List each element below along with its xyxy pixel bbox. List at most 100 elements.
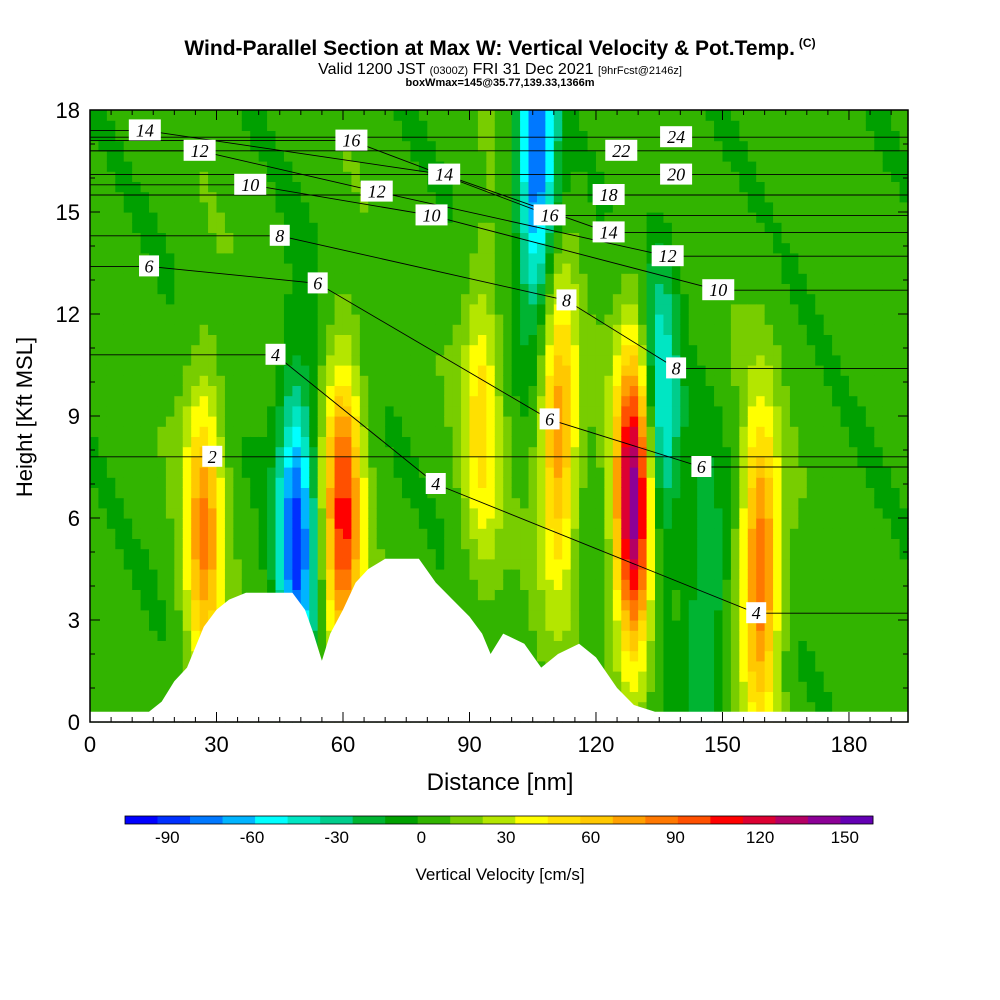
velocity-cell [520, 273, 530, 284]
velocity-cell [157, 140, 167, 152]
velocity-cell [461, 201, 471, 213]
velocity-cell [115, 671, 125, 682]
velocity-cell [595, 558, 606, 570]
velocity-cell [241, 120, 251, 131]
velocity-cell [612, 385, 622, 397]
velocity-cell [604, 620, 614, 631]
velocity-cell [300, 263, 310, 274]
velocity-cell [705, 416, 715, 427]
velocity-cell [461, 599, 471, 611]
velocity-cell [224, 314, 234, 325]
velocity-cell [612, 110, 622, 121]
velocity-cell [317, 650, 327, 662]
velocity-cell [646, 303, 656, 315]
velocity-cell [477, 171, 487, 182]
velocity-cell [452, 569, 462, 580]
velocity-cell [106, 589, 116, 601]
velocity-cell [528, 252, 538, 264]
velocity-cell [638, 487, 648, 499]
velocity-cell [756, 354, 766, 366]
velocity-cell [595, 161, 606, 172]
velocity-cell [781, 273, 791, 284]
velocity-cell [106, 518, 116, 529]
velocity-cell [629, 191, 639, 203]
velocity-cell [545, 273, 555, 284]
velocity-cell [747, 150, 757, 162]
velocity-cell [545, 324, 555, 335]
velocity-cell [326, 558, 336, 570]
velocity-cell [115, 589, 125, 601]
velocity-cell [317, 140, 327, 152]
velocity-cell [705, 161, 715, 172]
velocity-cell [132, 365, 142, 376]
velocity-cell [90, 416, 100, 427]
velocity-cell [199, 558, 209, 570]
velocity-cell [182, 630, 192, 641]
velocity-cell [342, 120, 353, 131]
velocity-cell [655, 579, 665, 590]
velocity-cell [461, 120, 471, 131]
velocity-cell [469, 456, 479, 468]
velocity-cell [562, 385, 572, 397]
velocity-cell [722, 344, 732, 356]
velocity-cell [326, 548, 336, 560]
velocity-cell [309, 130, 319, 142]
velocity-cell [562, 354, 572, 366]
velocity-cell [671, 650, 681, 662]
velocity-cell [781, 375, 791, 386]
velocity-cell [486, 365, 496, 376]
velocity-cell [267, 375, 277, 386]
velocity-cell [402, 538, 412, 550]
velocity-cell [157, 354, 167, 366]
velocity-cell [106, 334, 116, 346]
velocity-cell [697, 497, 707, 509]
velocity-cell [174, 181, 184, 193]
velocity-cell [317, 365, 327, 376]
velocity-cell [604, 161, 614, 172]
velocity-cell [275, 395, 285, 407]
velocity-cell [756, 528, 766, 539]
velocity-cell [123, 263, 133, 274]
velocity-cell [224, 201, 234, 213]
velocity-cell [570, 252, 580, 264]
velocity-cell [106, 273, 116, 284]
velocity-cell [452, 191, 462, 203]
velocity-cell [98, 691, 108, 703]
velocity-cell [241, 538, 251, 550]
velocity-cell [132, 650, 142, 662]
velocity-cell [334, 405, 344, 417]
velocity-cell [486, 201, 496, 213]
velocity-cell [739, 426, 749, 437]
velocity-cell [503, 283, 513, 295]
velocity-cell [629, 477, 639, 488]
velocity-cell [157, 416, 167, 427]
velocity-cell [595, 140, 606, 152]
velocity-cell [570, 314, 580, 325]
velocity-cell [115, 303, 125, 315]
velocity-cell [267, 191, 277, 203]
velocity-cell [90, 681, 100, 692]
velocity-cell [250, 497, 260, 509]
velocity-cell [368, 507, 378, 519]
velocity-cell [773, 120, 783, 131]
velocity-cell [123, 283, 133, 295]
velocity-cell [739, 548, 749, 560]
velocity-cell [123, 344, 133, 356]
velocity-cell [629, 660, 639, 672]
velocity-cell [655, 110, 665, 121]
velocity-cell [123, 252, 133, 264]
velocity-cell [553, 477, 563, 488]
velocity-cell [418, 426, 428, 437]
velocity-cell [511, 191, 521, 203]
velocity-cell [90, 344, 100, 356]
velocity-cell [393, 314, 403, 325]
velocity-cell [520, 140, 530, 152]
velocity-cell [595, 405, 606, 417]
velocity-cell [629, 609, 639, 621]
velocity-cell [182, 477, 192, 488]
velocity-cell [317, 579, 327, 590]
velocity-cell [553, 365, 563, 376]
velocity-cell [267, 161, 277, 172]
velocity-cell [250, 252, 260, 264]
velocity-cell [486, 344, 496, 356]
